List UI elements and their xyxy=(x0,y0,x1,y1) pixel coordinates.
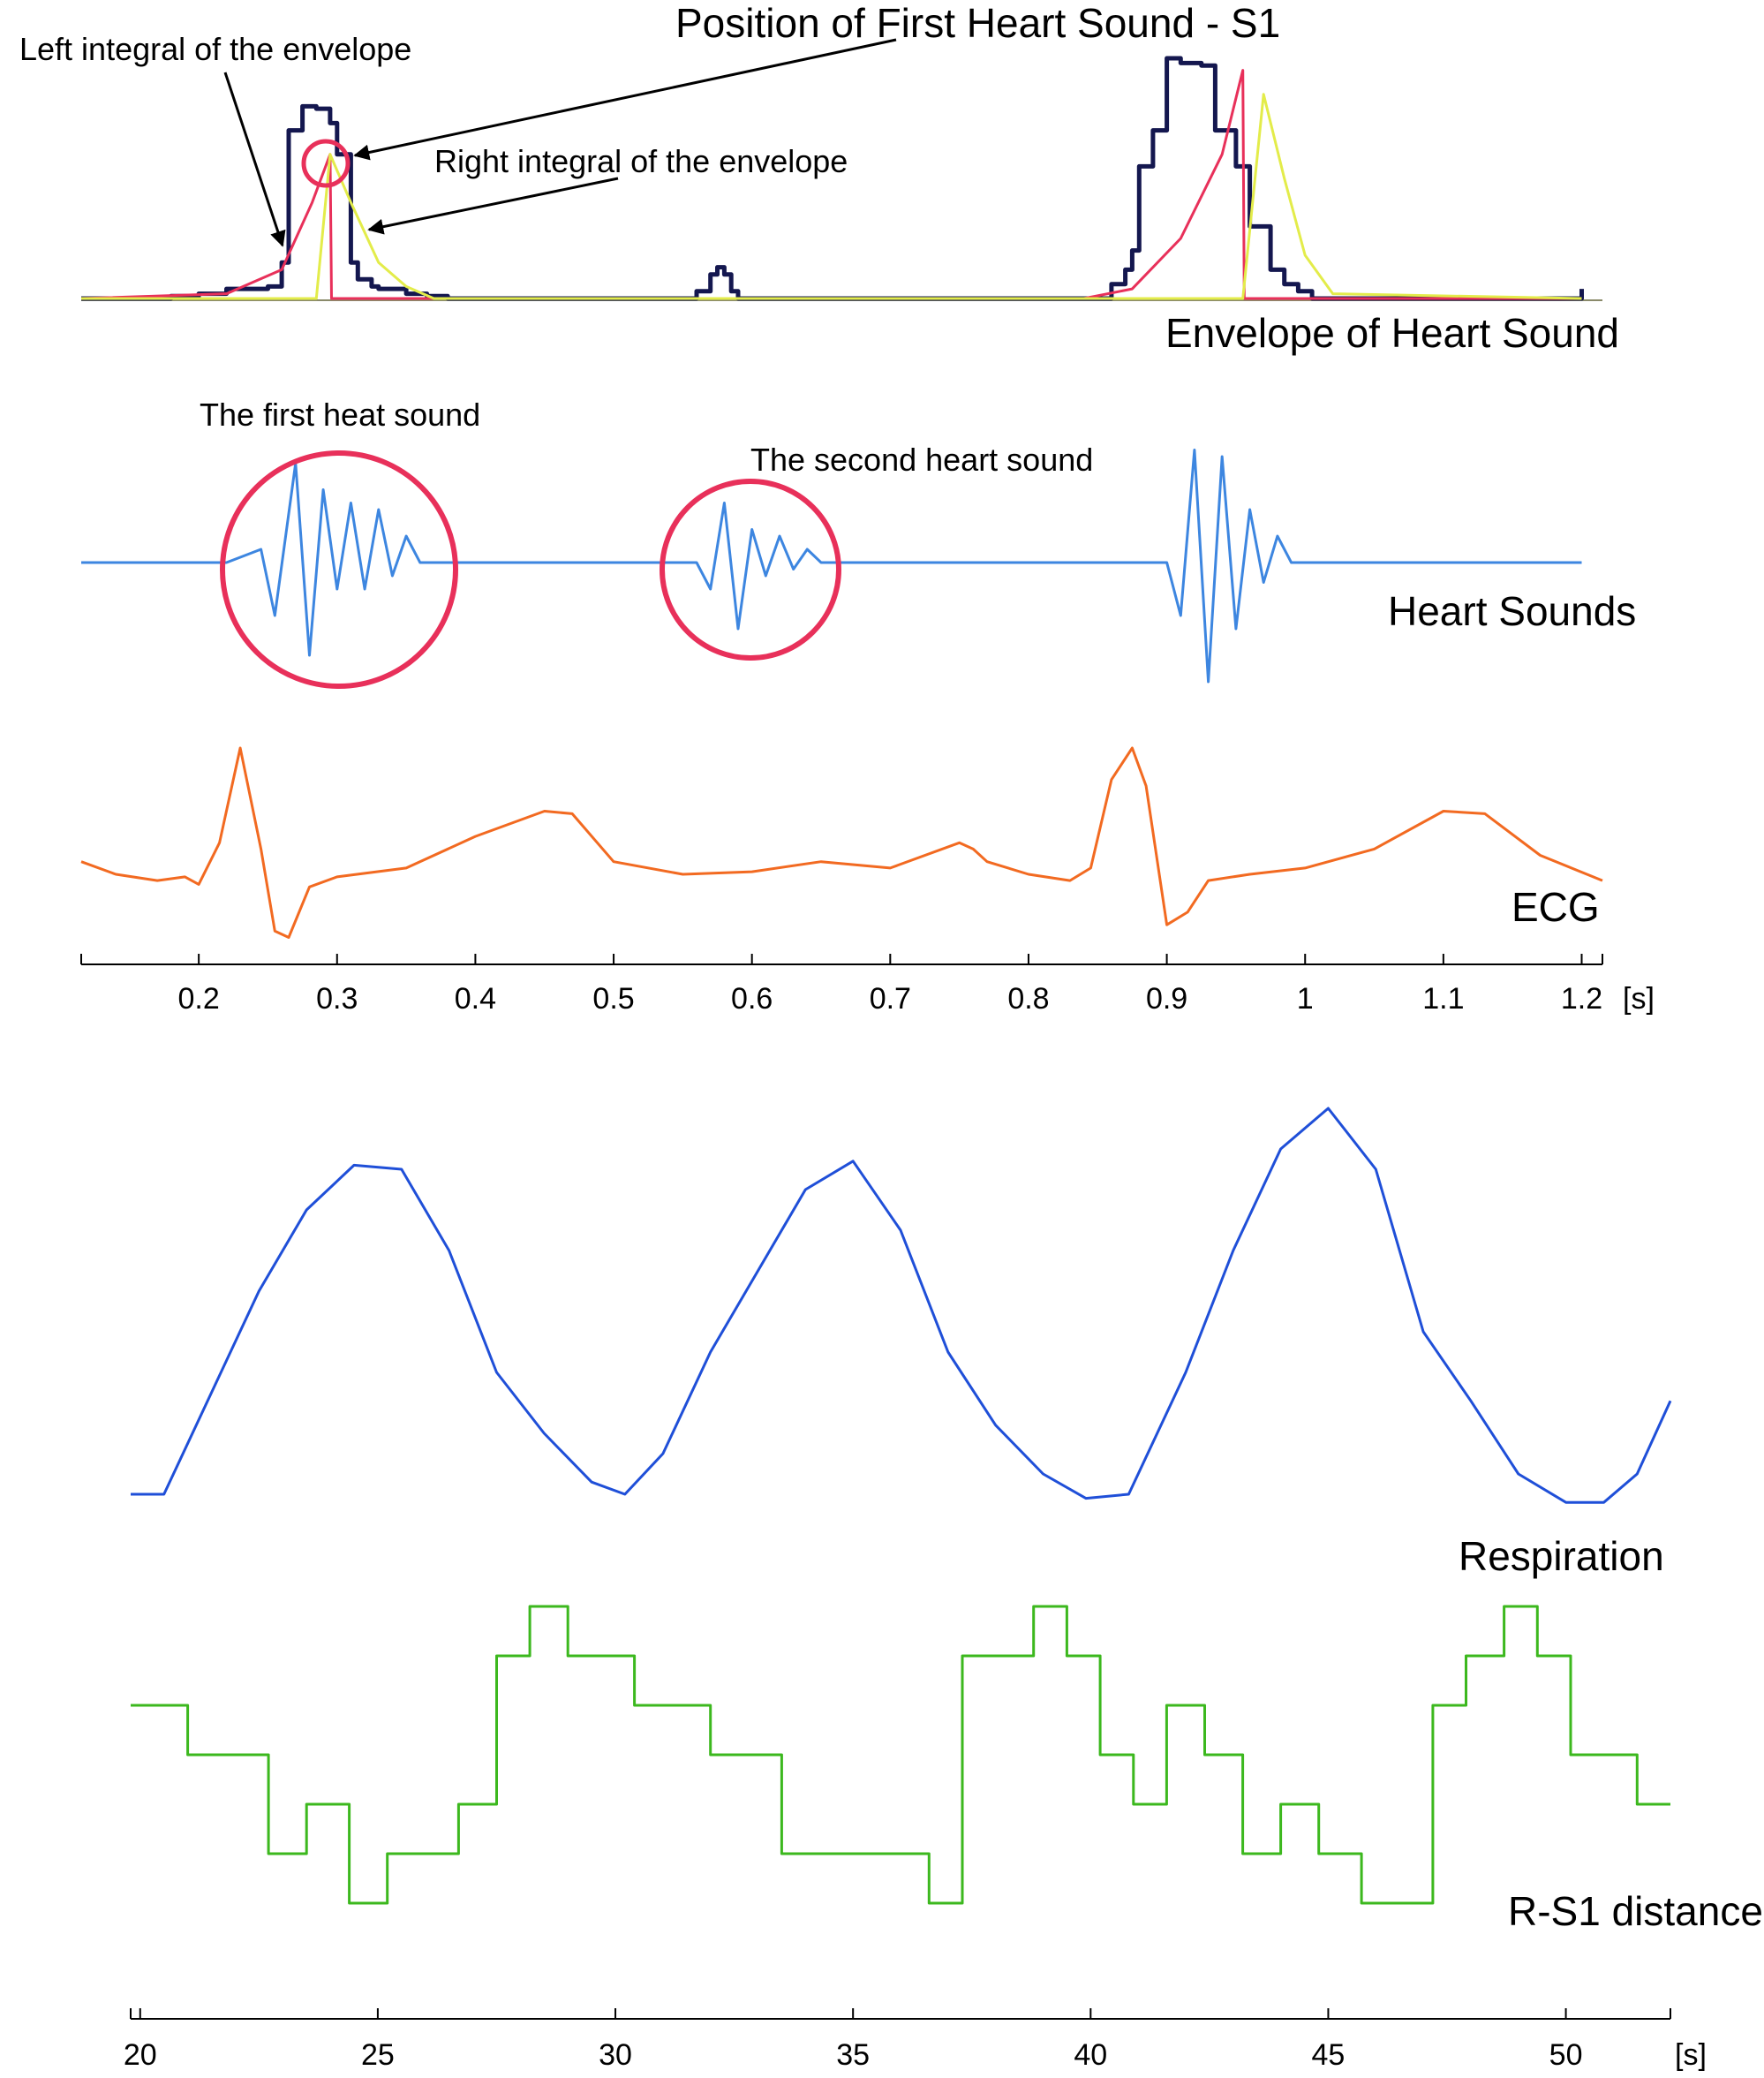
x-tick-label: 0.6 xyxy=(731,982,773,1016)
x-tick-label: 20 xyxy=(124,2038,157,2072)
x-unit-label: [s] xyxy=(1675,2038,1707,2072)
label-second-heart-sound: The second heart sound xyxy=(750,442,1093,478)
x-tick-label: 0.2 xyxy=(178,982,220,1016)
x-tick-label: 0.4 xyxy=(455,982,496,1016)
label-heart-sounds: Heart Sounds xyxy=(1388,588,1636,634)
first-heart-sound-circle xyxy=(220,450,458,689)
label-right-integral: Right integral of the envelope xyxy=(434,143,848,179)
x-tick-label: 1 xyxy=(1297,982,1314,1016)
x-unit-label: [s] xyxy=(1623,982,1655,1016)
x-tick-label: 50 xyxy=(1549,2038,1583,2072)
x-tick-label: 1.1 xyxy=(1422,982,1464,1016)
top-panel-traces xyxy=(80,56,1603,939)
x-tick-label: 0.8 xyxy=(1007,982,1049,1016)
series-line-respiration xyxy=(131,1107,1672,1504)
second-heart-sound-circle xyxy=(660,479,841,661)
x-tick-label: 0.9 xyxy=(1146,982,1187,1016)
label-envelope: Envelope of Heart Sound xyxy=(1165,310,1619,356)
x-tick-label: 40 xyxy=(1074,2038,1107,2072)
label-left-integral: Left integral of the envelope xyxy=(19,31,411,67)
label-s1-position: Position of First Heart Sound - S1 xyxy=(675,0,1280,46)
bottom-panel-traces xyxy=(131,1107,1672,1905)
s1-position-circle xyxy=(301,139,351,188)
series-line-r-s1-distance xyxy=(131,1605,1670,1905)
x-tick-label: 0.5 xyxy=(592,982,634,1016)
x-tick-label: 45 xyxy=(1312,2038,1346,2072)
x-tick-label: 0.7 xyxy=(870,982,911,1016)
x-tick-label: 0.3 xyxy=(316,982,358,1016)
arrow-s1-position xyxy=(353,38,897,161)
series-line-heart-sounds xyxy=(81,449,1582,684)
series-line-ecg xyxy=(80,746,1603,939)
annotation-arrows xyxy=(223,38,897,247)
arrow-right-integral xyxy=(367,177,619,235)
series-line-envelope-of-heart-sound xyxy=(81,56,1584,301)
top-x-axis: 0.2 0.3 0.4 0.5 0.6 0.7 0.8 0.9 1 1.1 1.2 [s] xyxy=(80,954,1655,1016)
label-rs1-distance: R-S1 distance xyxy=(1508,1888,1763,1934)
arrow-left-integral xyxy=(223,72,286,247)
series-line-right-integral-of-the-envelope xyxy=(81,93,1582,300)
x-tick-label: 30 xyxy=(599,2038,632,2072)
x-tick-label: 35 xyxy=(836,2038,870,2072)
x-tick-label: 25 xyxy=(361,2038,395,2072)
label-ecg: ECG xyxy=(1511,884,1600,930)
bottom-x-axis: 20 25 30 35 40 45 50 [s] xyxy=(124,2008,1707,2072)
label-respiration: Respiration xyxy=(1459,1533,1664,1579)
label-first-heart-sound: The first heat sound xyxy=(200,397,480,433)
x-tick-label: 1.2 xyxy=(1561,982,1602,1016)
